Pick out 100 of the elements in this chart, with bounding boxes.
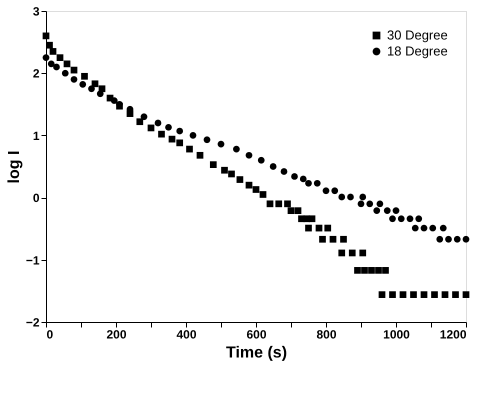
y-tick-label: −2 (26, 316, 40, 330)
point (375, 267, 382, 274)
y-tick-label: 0 (32, 191, 40, 206)
point (319, 236, 326, 243)
y-tick-label: −1 (26, 253, 40, 268)
point (389, 291, 396, 298)
point (252, 186, 260, 193)
point (429, 224, 436, 232)
point (176, 140, 184, 146)
point (70, 66, 78, 74)
point (420, 224, 428, 232)
point (415, 215, 422, 222)
point (378, 291, 386, 298)
point (176, 128, 184, 134)
point (92, 80, 98, 88)
point (186, 146, 193, 152)
point (42, 54, 50, 61)
point (236, 176, 244, 183)
point (42, 32, 50, 40)
point (308, 215, 316, 222)
point (53, 64, 60, 70)
point (340, 236, 347, 243)
point (305, 224, 312, 232)
point (462, 291, 470, 298)
point (258, 156, 265, 164)
point (88, 85, 95, 92)
point (412, 224, 419, 232)
point (300, 176, 307, 182)
point (314, 180, 321, 187)
point (354, 267, 361, 274)
x-axis-title: Time (s) (226, 344, 288, 362)
point (324, 224, 332, 232)
point (46, 42, 53, 49)
point (148, 124, 154, 132)
point (410, 291, 417, 298)
point (305, 180, 312, 187)
point (168, 136, 176, 142)
point (190, 132, 196, 139)
point (260, 191, 266, 198)
point (221, 166, 228, 174)
point (284, 200, 291, 208)
point (140, 113, 148, 120)
y-tick-label: 3 (32, 4, 40, 18)
point (366, 200, 374, 208)
point (392, 207, 400, 214)
point (294, 207, 302, 214)
y-tick-label: 2 (32, 66, 40, 81)
point (442, 291, 448, 298)
x-tick-label: 0 (46, 328, 54, 342)
point (110, 97, 118, 104)
x-tick-label: 600 (246, 328, 267, 342)
x-tick-label: 200 (106, 328, 127, 342)
y-axis-title: log I (6, 150, 23, 184)
point (398, 215, 405, 222)
point (406, 215, 414, 222)
point (420, 291, 428, 298)
point (165, 124, 172, 131)
point (376, 200, 384, 208)
point (389, 215, 396, 222)
point (228, 170, 235, 178)
point (50, 48, 56, 55)
point (246, 182, 252, 189)
point (280, 168, 288, 175)
legend-label: 30 Degree (387, 28, 448, 42)
point (462, 236, 470, 243)
point (338, 250, 346, 256)
point (136, 118, 144, 126)
point (454, 236, 461, 243)
x-tick-label: 400 (176, 328, 197, 342)
point (96, 90, 104, 98)
point (79, 81, 86, 88)
point (322, 187, 330, 194)
point (316, 224, 322, 232)
point (382, 267, 389, 274)
point (348, 250, 356, 256)
point (70, 76, 78, 83)
point (48, 60, 55, 68)
x-tick-label: 800 (316, 328, 337, 342)
point (400, 291, 406, 298)
point (368, 267, 375, 274)
point (436, 236, 444, 243)
point (373, 207, 380, 214)
point (275, 200, 282, 208)
point (291, 173, 298, 180)
point (210, 161, 217, 168)
point (347, 194, 354, 200)
point (440, 224, 447, 232)
point (288, 207, 294, 214)
point (64, 60, 70, 68)
point (359, 194, 366, 200)
point (359, 250, 366, 256)
point (246, 152, 252, 159)
point (218, 140, 224, 148)
point (431, 291, 438, 298)
point (358, 200, 364, 208)
legend-label: 18 Degree (387, 44, 448, 58)
point (452, 291, 459, 298)
point (330, 236, 336, 243)
point (361, 267, 368, 274)
point (233, 146, 240, 152)
